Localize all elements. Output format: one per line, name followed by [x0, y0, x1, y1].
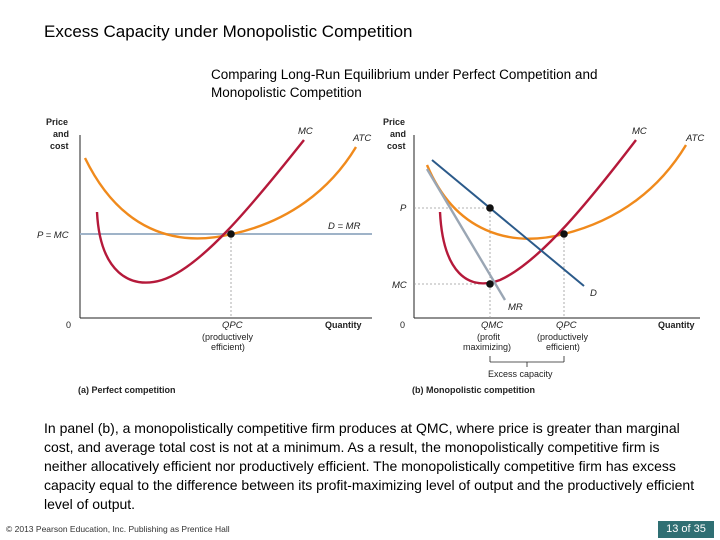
panel-a-atc-label: ATC — [352, 133, 371, 144]
panel-b-price-label: P — [400, 203, 407, 214]
explanation-text: In panel (b), a monopolistically competi… — [44, 420, 695, 512]
panel-b-mc-mr-point — [486, 280, 494, 288]
panel-b-y-label-2: and — [390, 129, 406, 139]
panel-a-equilibrium-point — [227, 230, 235, 238]
panel-b-qpc-note-1: (productively — [537, 332, 589, 342]
panel-a-mc-label: MC — [298, 126, 313, 137]
panel-a-qpc-note-2: efficient) — [211, 342, 245, 352]
panel-a-qpc-note-1: (productively — [202, 332, 254, 342]
panel-b-demand-curve — [431, 159, 585, 287]
panel-b-qmc-note-1: (profit — [477, 332, 501, 342]
panel-b-excess-label: Excess capacity — [488, 369, 553, 379]
panel-b-y-label-1: Price — [383, 117, 405, 127]
panel-a-y-label-2: and — [53, 129, 69, 139]
panel-b-qpc-label: QPC — [556, 320, 577, 331]
panel-a-mc-curve — [95, 139, 305, 284]
panel-a: Price and cost 0 Quantity D = MR P = MC … — [37, 117, 372, 395]
panel-b-origin: 0 — [400, 320, 405, 330]
panel-b-price-point — [486, 204, 494, 212]
panel-a-atc-curve — [83, 146, 358, 240]
panel-b-min-atc-point — [560, 230, 568, 238]
panel-b-mc-label: MC — [632, 126, 647, 137]
panel-b-qpc-note-2: efficient) — [546, 342, 580, 352]
comparison-diagram: Price and cost 0 Quantity D = MR P = MC … — [37, 117, 704, 395]
panel-b-caption: (b) Monopolistic competition — [412, 385, 535, 395]
panel-b: Price and cost 0 Quantity ATC MC D MR P … — [383, 117, 704, 395]
panel-b-x-label: Quantity — [658, 320, 695, 330]
panel-b-atc-curve — [425, 144, 688, 240]
panel-a-price-line-label: D = MR — [328, 221, 361, 232]
subtitle-line-1: Comparing Long-Run Equilibrium under Per… — [211, 67, 598, 82]
copyright-footer: © 2013 Pearson Education, Inc. Publishin… — [6, 524, 230, 534]
diagram-subtitle: Comparing Long-Run Equilibrium under Per… — [211, 66, 691, 102]
panel-b-qmc-label: QMC — [481, 320, 503, 331]
panel-b-mc-level-label: MC — [392, 280, 407, 291]
panel-b-demand-label: D — [590, 288, 597, 299]
panel-a-origin: 0 — [66, 320, 71, 330]
panel-a-y-label-1: Price — [46, 117, 68, 127]
panel-a-qpc-label: QPC — [222, 320, 243, 331]
panel-b-mc-curve — [438, 139, 637, 285]
slide-title: Excess Capacity under Monopolistic Compe… — [44, 22, 413, 41]
panel-b-mr-curve — [425, 168, 507, 301]
panel-a-x-label: Quantity — [325, 320, 362, 330]
panel-b-y-label-3: cost — [387, 141, 406, 151]
panel-a-y-label-3: cost — [50, 141, 69, 151]
panel-b-atc-label: ATC — [685, 133, 704, 144]
subtitle-line-2: Monopolistic Competition — [211, 85, 362, 100]
panel-a-caption: (a) Perfect competition — [78, 385, 176, 395]
panel-b-qmc-note-2: maximizing) — [463, 342, 511, 352]
panel-a-price-label: P = MC — [37, 230, 69, 241]
panel-b-mr-label: MR — [508, 302, 523, 313]
page-number-badge: 13 of 35 — [658, 521, 714, 538]
